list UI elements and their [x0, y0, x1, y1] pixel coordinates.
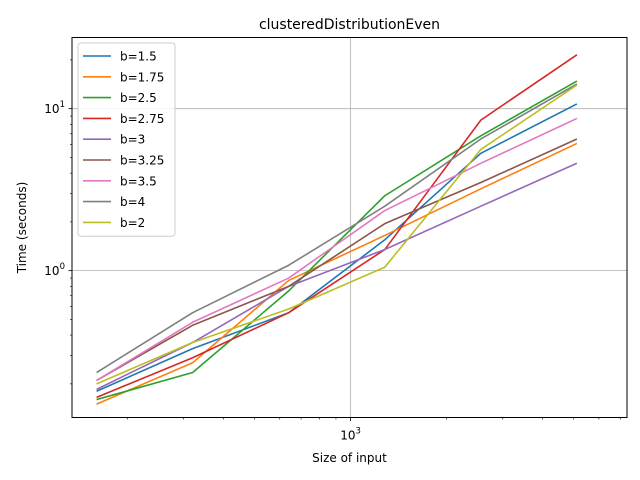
series-line-b=3 — [96, 162, 578, 391]
chart-title: clusteredDistributionEven — [259, 17, 440, 33]
y-tick-base: 10 — [44, 102, 59, 116]
series-line-b=4 — [96, 83, 578, 374]
y-tick-exponent: 0 — [60, 262, 65, 272]
y-tick-label: 100 — [44, 262, 65, 278]
x-tick-exponent: 3 — [355, 427, 360, 437]
plot-frame — [71, 37, 628, 418]
legend-label: b=3 — [120, 133, 145, 147]
legend-label: b=1.75 — [120, 70, 164, 84]
legend: b=1.5 b=1.75 b=2.5 b=2.75 b=3 b=3.25 b=3.5 b=4 b… — [77, 42, 176, 237]
series-line-b=2 — [96, 84, 578, 385]
series-line-b=2.5 — [96, 80, 578, 401]
legend-label: b=3.5 — [120, 174, 157, 188]
series-line-b=1.75 — [96, 142, 578, 405]
series-line-b=3.5 — [96, 117, 578, 382]
y-tick-exponent: 1 — [60, 100, 65, 110]
legend-label: b=4 — [120, 195, 145, 209]
x-axis-label: Size of input — [312, 451, 387, 465]
series-lines — [96, 54, 578, 405]
y-axis-label: Time (seconds) — [15, 182, 29, 275]
legend-label: b=3.25 — [120, 154, 164, 168]
series-line-b=2.75 — [96, 54, 578, 399]
legend-box — [77, 42, 176, 237]
series-line-b=1.5 — [96, 103, 578, 393]
legend-label: b=2 — [120, 216, 145, 230]
legend-label: b=1.5 — [120, 50, 157, 64]
series-line-b=3.25 — [96, 138, 578, 382]
y-tick-label: 101 — [44, 100, 65, 116]
y-tick-base: 10 — [44, 264, 59, 278]
legend-label: b=2.5 — [120, 91, 157, 105]
legend-label: b=2.75 — [120, 112, 164, 126]
